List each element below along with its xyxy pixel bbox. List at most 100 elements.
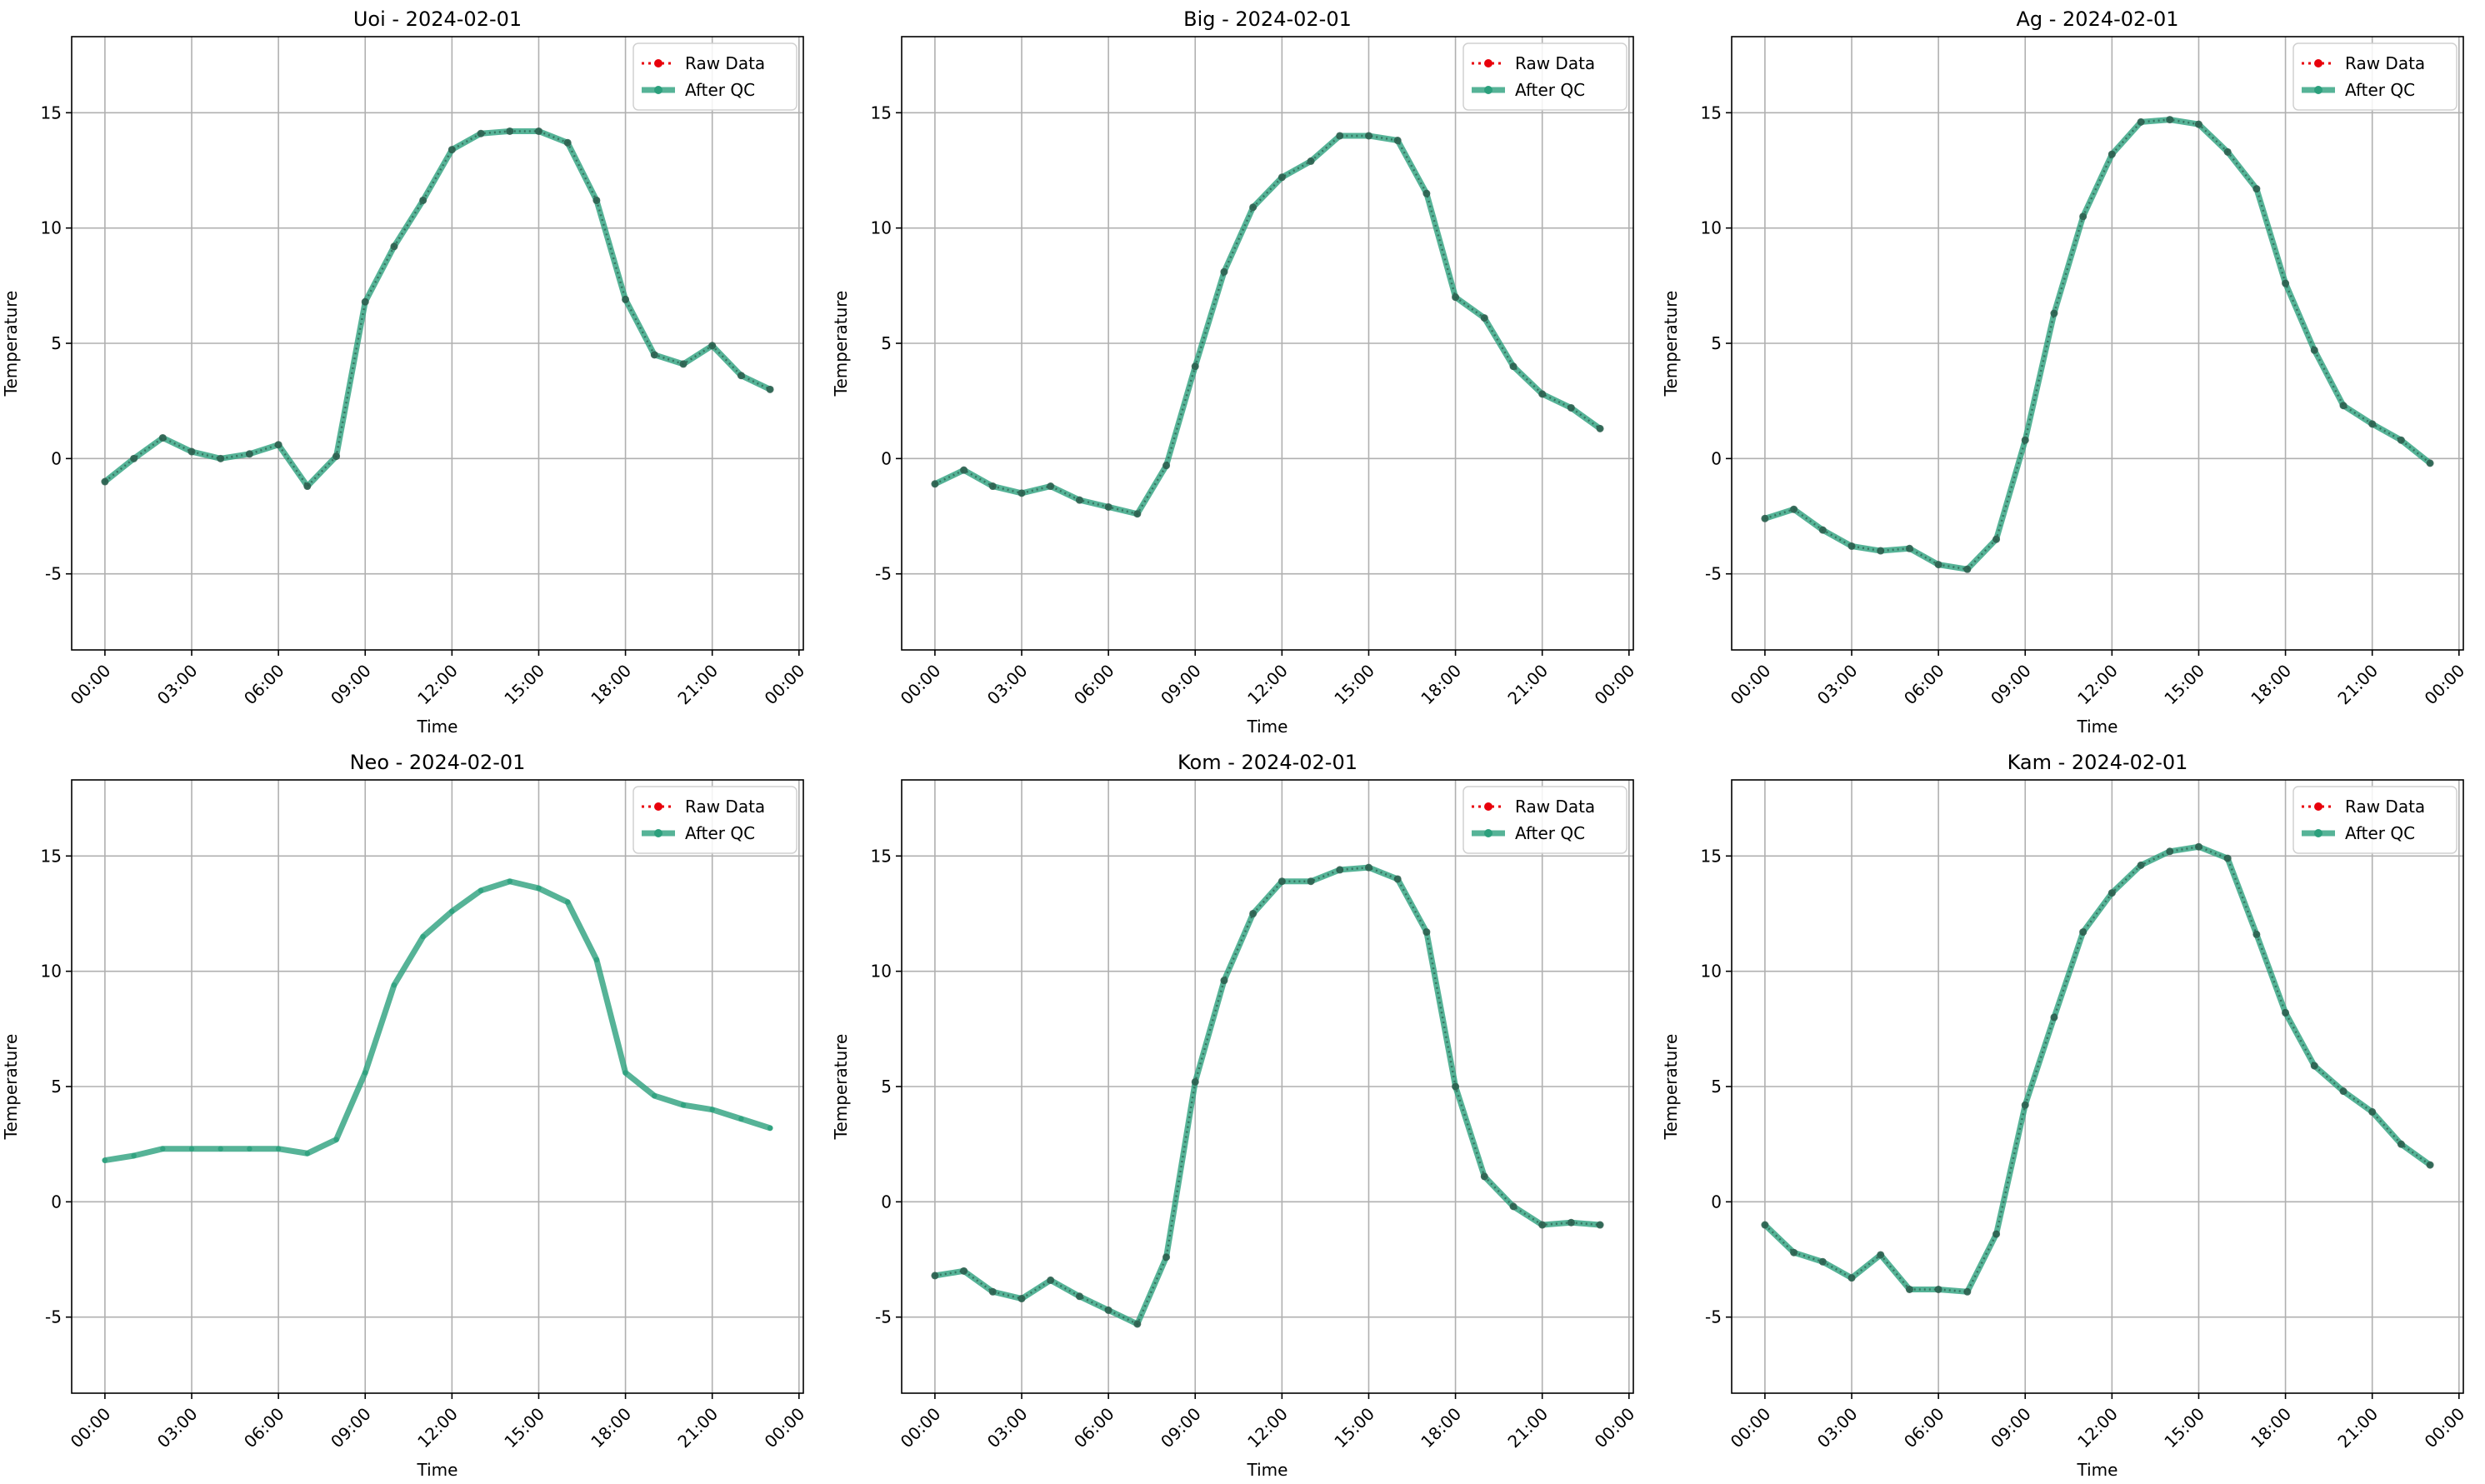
x-tick-label: 21:00 bbox=[2333, 661, 2382, 709]
data-point bbox=[1963, 565, 1972, 573]
data-point bbox=[1992, 1230, 2001, 1238]
legend: Raw Data After QC bbox=[1462, 42, 1628, 111]
series-line-raw-data bbox=[1764, 118, 2431, 571]
y-axis-label: Temperature bbox=[1661, 291, 1681, 397]
x-tick-label: 00:00 bbox=[67, 661, 115, 709]
x-tick-label: 03:00 bbox=[153, 661, 202, 709]
y-tick-label: 5 bbox=[51, 333, 62, 353]
subplot-title: Kom - 2024-02-01 bbox=[1178, 751, 1358, 774]
data-point bbox=[2050, 1013, 2058, 1022]
data-point bbox=[2079, 928, 2088, 937]
x-tick-label: 03:00 bbox=[983, 1404, 1032, 1452]
y-tick-label: -5 bbox=[45, 564, 62, 584]
data-point bbox=[564, 899, 571, 905]
y-tick-label: 5 bbox=[1711, 333, 1722, 353]
data-point bbox=[650, 351, 658, 359]
x-axis-label: Time bbox=[1247, 1460, 1288, 1480]
data-point bbox=[2137, 861, 2145, 869]
subplot-title: Ag - 2024-02-01 bbox=[2016, 7, 2178, 31]
data-point bbox=[1162, 1253, 1171, 1262]
data-point bbox=[2252, 930, 2261, 938]
data-point bbox=[960, 466, 968, 474]
data-point bbox=[1133, 510, 1142, 518]
legend-marker-after-qc bbox=[1484, 86, 1492, 94]
x-tick-label: 00:00 bbox=[1727, 1404, 1775, 1452]
legend-marker-after-qc bbox=[654, 86, 662, 94]
data-point bbox=[1336, 132, 1344, 140]
legend-box bbox=[2292, 42, 2458, 111]
data-point bbox=[160, 1146, 166, 1152]
y-tick-label: 15 bbox=[41, 102, 62, 122]
data-point bbox=[1191, 1077, 1199, 1086]
x-axis-label: Time bbox=[2077, 1460, 2118, 1480]
legend-marker-raw-data bbox=[2314, 802, 2322, 811]
x-tick-label: 18:00 bbox=[1417, 1404, 1465, 1452]
y-tick-label: 0 bbox=[1711, 448, 1722, 468]
y-tick-label: 10 bbox=[1701, 962, 1722, 982]
data-point bbox=[362, 1070, 368, 1076]
data-point bbox=[274, 441, 282, 449]
series-line-after-qc bbox=[102, 127, 773, 490]
data-point bbox=[102, 1157, 108, 1163]
data-point bbox=[1278, 877, 1286, 886]
series-line-after-qc bbox=[932, 864, 1603, 1327]
data-point bbox=[217, 454, 225, 462]
y-tick-label: 5 bbox=[881, 333, 892, 353]
legend-box bbox=[1462, 786, 1628, 854]
x-tick-label: 12:00 bbox=[1243, 661, 1292, 709]
data-point bbox=[2021, 1101, 2029, 1109]
series-line-after-qc bbox=[102, 878, 773, 1164]
data-point bbox=[2426, 1161, 2434, 1169]
legend-label-after-qc: After QC bbox=[2345, 80, 2415, 100]
data-point bbox=[1596, 1221, 1604, 1229]
data-point bbox=[2310, 346, 2318, 354]
data-point bbox=[448, 146, 456, 154]
data-point bbox=[536, 885, 542, 892]
subplot-title: Neo - 2024-02-01 bbox=[350, 751, 526, 774]
data-point bbox=[1992, 535, 2001, 543]
legend-box bbox=[1462, 42, 1628, 111]
data-point bbox=[507, 878, 512, 884]
x-tick-label: 09:00 bbox=[1987, 661, 2035, 709]
data-point bbox=[1818, 1257, 1827, 1266]
x-tick-label: 21:00 bbox=[2333, 1404, 2382, 1452]
data-point bbox=[1422, 928, 1431, 937]
data-point bbox=[2426, 459, 2434, 467]
y-axis-label: Temperature bbox=[1, 291, 21, 397]
data-point bbox=[1018, 489, 1026, 497]
data-point bbox=[931, 480, 939, 488]
y-tick-label: 0 bbox=[51, 448, 62, 468]
subplot-3: 00:00 03:00 06:00 09:00 12:00 15:00 18:00 21:00… bbox=[1661, 7, 2468, 737]
x-tick-label: 06:00 bbox=[240, 1404, 288, 1452]
data-point bbox=[188, 447, 196, 456]
data-point bbox=[1220, 267, 1228, 276]
legend: Raw Data After QC bbox=[632, 42, 798, 111]
data-point bbox=[2166, 116, 2174, 124]
data-point bbox=[2166, 847, 2174, 856]
x-axis-label: Time bbox=[417, 1460, 458, 1480]
data-point bbox=[1509, 362, 1518, 371]
data-point bbox=[1133, 1320, 1142, 1328]
data-point bbox=[1848, 542, 1856, 550]
legend-marker-after-qc bbox=[2314, 829, 2322, 837]
y-tick-label: -5 bbox=[875, 1307, 892, 1327]
subplot-2: 00:00 03:00 06:00 09:00 12:00 15:00 18:00 21:00… bbox=[831, 7, 1638, 737]
data-point bbox=[2137, 117, 2145, 126]
x-tick-label: 03:00 bbox=[153, 1404, 202, 1452]
data-point bbox=[478, 887, 484, 894]
series-line-raw-data bbox=[1764, 845, 2431, 1293]
data-point bbox=[2079, 212, 2088, 221]
data-point bbox=[2397, 1140, 2405, 1148]
y-axis-label: Temperature bbox=[1661, 1034, 1681, 1141]
data-point bbox=[1761, 1221, 1769, 1229]
data-point bbox=[708, 342, 717, 350]
x-tick-label: 03:00 bbox=[983, 661, 1032, 709]
data-point bbox=[737, 372, 745, 380]
data-point bbox=[1963, 1287, 1972, 1296]
data-point bbox=[1278, 173, 1286, 182]
data-point bbox=[2108, 150, 2116, 158]
data-point bbox=[1249, 909, 1258, 917]
legend-box bbox=[632, 42, 798, 111]
data-point bbox=[1905, 544, 1913, 552]
